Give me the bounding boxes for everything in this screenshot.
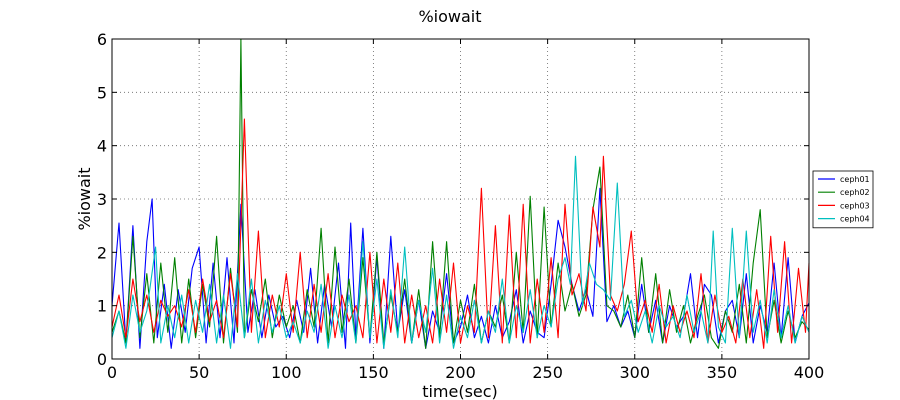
y-tick-label: 6 bbox=[97, 30, 107, 49]
x-axis-label: time(sec) bbox=[422, 382, 498, 400]
legend-label-ceph04: ceph04 bbox=[840, 215, 870, 224]
y-axis-label: %iowait bbox=[75, 167, 94, 230]
y-tick-label: 1 bbox=[97, 297, 107, 316]
y-tick-label: 3 bbox=[97, 190, 107, 209]
series-line-ceph01 bbox=[111, 187, 810, 349]
x-tick-label: 0 bbox=[107, 363, 117, 382]
y-tick-label: 0 bbox=[97, 350, 107, 369]
x-tick-label: 400 bbox=[794, 363, 825, 382]
x-tick-label: 100 bbox=[271, 363, 302, 382]
series-lines bbox=[111, 38, 810, 349]
legend-label-ceph02: ceph02 bbox=[840, 188, 870, 197]
chart-title: %iowait bbox=[418, 7, 481, 26]
legend-label-ceph03: ceph03 bbox=[840, 201, 870, 210]
legend: ceph01 ceph02 ceph03 ceph04 bbox=[812, 170, 874, 229]
x-tick-label: 150 bbox=[358, 363, 389, 382]
legend-label-ceph01: ceph01 bbox=[840, 175, 870, 184]
x-tick-label: 300 bbox=[619, 363, 650, 382]
series-line-ceph03 bbox=[111, 118, 810, 349]
x-tick-label: 250 bbox=[532, 363, 563, 382]
y-tick-label: 2 bbox=[97, 243, 107, 262]
y-tick-label: 5 bbox=[97, 83, 107, 102]
axis-ticks: 0 50 100 150 200 250 300 350 400 0 1 2 3 4 5 6 bbox=[97, 30, 824, 382]
x-tick-label: 50 bbox=[189, 363, 209, 382]
y-tick-label: 4 bbox=[97, 137, 107, 156]
series-line-ceph04 bbox=[111, 155, 810, 349]
x-tick-label: 350 bbox=[707, 363, 738, 382]
x-tick-label: 200 bbox=[445, 363, 476, 382]
